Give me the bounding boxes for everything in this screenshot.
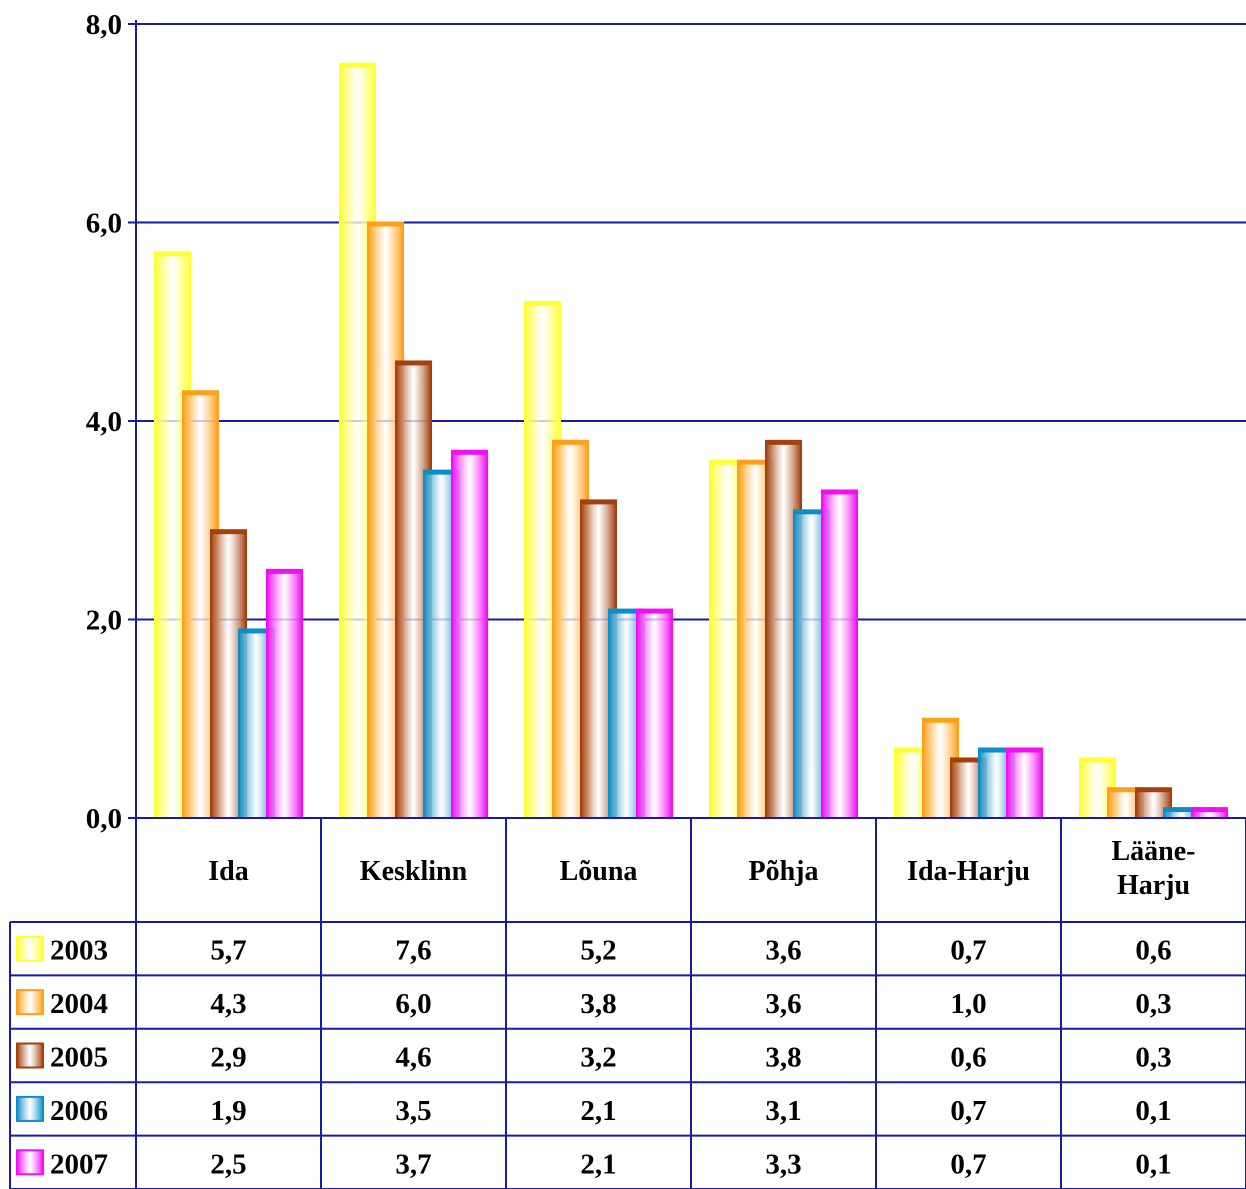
bar-top-2003-Kesklinn — [340, 64, 375, 68]
legend-swatch-2003 — [17, 937, 43, 961]
bar-2007-Ida-Harju — [1007, 749, 1042, 818]
category-label: Kesklinn — [360, 856, 468, 887]
table-cell-value: 2,1 — [580, 1095, 616, 1127]
bar-top-2007-Ida — [267, 570, 302, 574]
legend-label: 2003 — [50, 935, 108, 967]
table-cell-value: 1,0 — [950, 988, 986, 1020]
bar-top-2007-Põhja — [822, 490, 857, 494]
table-cell-value: 4,6 — [395, 1042, 431, 1074]
data-table: Ida Kesklinn Lõuna Põhja Ida-Harju Lääne-Harj… — [10, 818, 1246, 1189]
table-cell-value: 3,6 — [765, 935, 801, 967]
table-cell-value: 0,6 — [950, 1042, 986, 1074]
table-cell-value: 0,3 — [1135, 1042, 1171, 1074]
y-tick-label: 6,0 — [86, 208, 122, 240]
legend-label: 2007 — [50, 1148, 108, 1180]
bar-top-2004-Lõuna — [553, 441, 588, 445]
table-cell-value: 7,6 — [395, 935, 431, 967]
bar-top-2003-Lõuna — [525, 302, 560, 306]
bar-2007-Põhja — [822, 490, 857, 818]
category-label: Ida — [208, 856, 248, 887]
table-cell-value: 3,8 — [580, 988, 616, 1020]
table-cell-value: 0,6 — [1135, 935, 1171, 967]
bar-top-2005-Põhja — [766, 441, 801, 445]
legend-swatch-2007 — [17, 1150, 43, 1174]
category-label: Lääne-Harju — [1112, 836, 1196, 901]
bar-top-2003-Ida — [155, 252, 190, 256]
table-cell-value: 2,5 — [210, 1148, 246, 1180]
table-cell-value: 0,7 — [950, 935, 986, 967]
table-cell-value: 2,9 — [210, 1042, 246, 1074]
bar-top-2005-Lääne-Harju — [1136, 788, 1171, 792]
table-cell-value: 3,1 — [765, 1095, 801, 1127]
legend-label: 2006 — [50, 1095, 108, 1127]
bars — [155, 64, 1227, 818]
bar-2007-Lõuna — [637, 610, 672, 818]
y-tick-label: 2,0 — [86, 605, 122, 637]
table-cell-value: 1,9 — [210, 1095, 246, 1127]
table-cell-value: 3,5 — [395, 1095, 431, 1127]
table-cell-value: 0,1 — [1135, 1148, 1171, 1180]
table-cell-value: 3,3 — [765, 1148, 801, 1180]
legend-swatch-2004 — [17, 990, 43, 1014]
y-tick-label: 8,0 — [86, 9, 122, 41]
table-cell-value: 5,7 — [210, 935, 246, 967]
bar-2007-Ida — [267, 570, 302, 818]
table-cell-value: 2,1 — [580, 1148, 616, 1180]
gridlines — [136, 24, 1246, 620]
table-cell-value: 0,3 — [1135, 988, 1171, 1020]
table-cell-value: 6,0 — [395, 988, 431, 1020]
table-cell-value: 0,1 — [1135, 1095, 1171, 1127]
table-cell-value: 0,7 — [950, 1148, 986, 1180]
bar-top-2007-Lääne-Harju — [1192, 808, 1227, 812]
bar-top-2007-Ida-Harju — [1007, 749, 1042, 753]
legend-label: 2005 — [50, 1042, 108, 1074]
bar-top-2005-Lõuna — [581, 500, 616, 504]
table-cell-value: 3,6 — [765, 988, 801, 1020]
table-cell-value: 3,2 — [580, 1042, 616, 1074]
table-cell-value: 3,8 — [765, 1042, 801, 1074]
legend-label: 2004 — [50, 988, 108, 1020]
y-tick-label: 0,0 — [86, 803, 122, 835]
table-cell-value: 3,7 — [395, 1148, 431, 1180]
bar-top-2007-Lõuna — [637, 610, 672, 614]
y-tick-label: 4,0 — [86, 406, 122, 438]
category-label: Lõuna — [560, 856, 638, 887]
bar-top-2003-Lääne-Harju — [1080, 758, 1115, 762]
bar-2007-Kesklinn — [452, 451, 487, 818]
bar-top-2005-Ida — [211, 530, 246, 534]
table-cell-value: 4,3 — [210, 988, 246, 1020]
bar-top-2007-Kesklinn — [452, 451, 487, 455]
bar-top-2004-Ida-Harju — [923, 719, 958, 723]
table-cell-value: 0,7 — [950, 1095, 986, 1127]
bar-top-2004-Ida — [183, 391, 218, 395]
category-label: Põhja — [749, 856, 819, 887]
bar-top-2005-Kesklinn — [396, 361, 431, 365]
bar-top-2004-Kesklinn — [368, 223, 403, 227]
table-cell-value: 5,2 — [580, 935, 616, 967]
category-label: Ida-Harju — [907, 856, 1030, 887]
legend-swatch-2006 — [17, 1097, 43, 1121]
legend-swatch-2005 — [17, 1044, 43, 1068]
